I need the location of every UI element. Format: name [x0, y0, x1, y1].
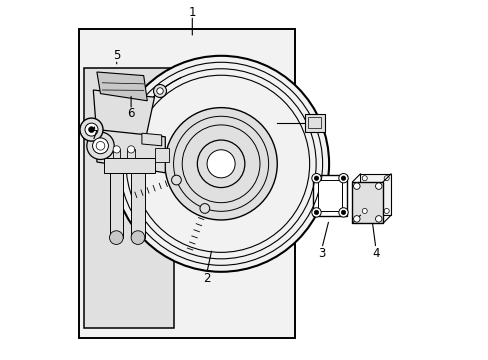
Bar: [84, 68, 174, 328]
Circle shape: [314, 176, 318, 180]
Circle shape: [362, 176, 366, 181]
Circle shape: [384, 176, 388, 181]
Polygon shape: [97, 72, 147, 101]
Bar: [317, 180, 342, 211]
Circle shape: [87, 132, 114, 159]
Circle shape: [338, 208, 347, 217]
Bar: [113, 149, 120, 158]
Circle shape: [200, 204, 209, 213]
Circle shape: [338, 174, 347, 183]
Polygon shape: [97, 130, 165, 173]
Circle shape: [113, 146, 120, 153]
Circle shape: [353, 216, 359, 222]
Bar: [352, 182, 382, 223]
Bar: [360, 174, 390, 215]
Circle shape: [353, 183, 359, 189]
Bar: [312, 175, 346, 216]
Circle shape: [311, 174, 321, 183]
Circle shape: [206, 150, 235, 178]
Circle shape: [127, 146, 134, 153]
Circle shape: [96, 141, 104, 150]
Text: 5: 5: [113, 49, 120, 62]
Text: 1: 1: [188, 6, 196, 19]
Circle shape: [314, 210, 318, 215]
Circle shape: [375, 216, 381, 222]
Circle shape: [88, 127, 94, 132]
Circle shape: [362, 208, 366, 213]
Circle shape: [384, 208, 388, 213]
Circle shape: [153, 85, 166, 98]
Circle shape: [164, 108, 277, 220]
Text: 6: 6: [127, 107, 135, 120]
Circle shape: [85, 123, 98, 136]
Circle shape: [131, 231, 144, 244]
Bar: [127, 149, 134, 158]
Circle shape: [113, 56, 328, 272]
Circle shape: [375, 183, 381, 189]
Circle shape: [311, 208, 321, 217]
Circle shape: [109, 231, 123, 244]
Text: 2: 2: [203, 273, 210, 285]
Bar: [307, 117, 320, 128]
Circle shape: [341, 176, 345, 180]
Bar: [79, 29, 294, 338]
Circle shape: [197, 140, 244, 188]
Circle shape: [92, 138, 108, 154]
Circle shape: [341, 210, 345, 215]
Bar: [305, 114, 325, 132]
Polygon shape: [93, 90, 154, 148]
Polygon shape: [142, 133, 162, 146]
Text: 7: 7: [91, 129, 99, 141]
Bar: [104, 158, 154, 173]
Bar: [109, 166, 123, 238]
Text: 3: 3: [318, 247, 325, 260]
Circle shape: [171, 175, 181, 185]
Bar: [154, 148, 168, 162]
Text: 4: 4: [371, 247, 379, 260]
Circle shape: [80, 118, 103, 141]
Circle shape: [157, 88, 163, 94]
Bar: [131, 166, 144, 238]
